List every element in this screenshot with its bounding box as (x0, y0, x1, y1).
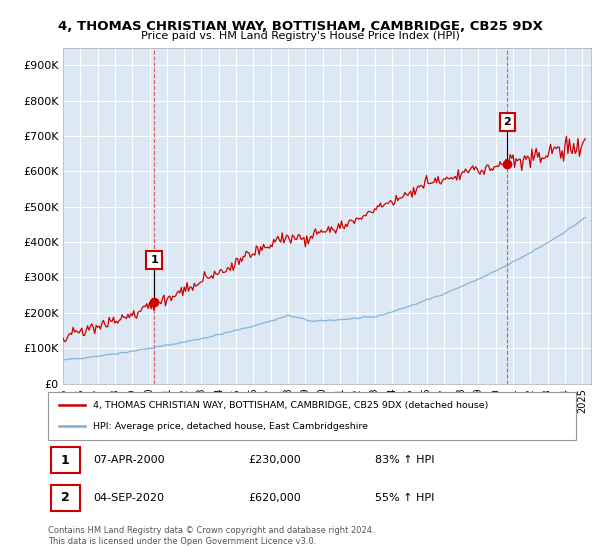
Text: 4, THOMAS CHRISTIAN WAY, BOTTISHAM, CAMBRIDGE, CB25 9DX: 4, THOMAS CHRISTIAN WAY, BOTTISHAM, CAMB… (58, 20, 542, 32)
Bar (50, 484, 80, 511)
Text: £230,000: £230,000 (248, 455, 301, 465)
Text: Contains HM Land Registry data © Crown copyright and database right 2024.
This d: Contains HM Land Registry data © Crown c… (48, 526, 374, 546)
Text: 2: 2 (503, 117, 511, 127)
Text: 04-SEP-2020: 04-SEP-2020 (93, 493, 164, 503)
Text: 83% ↑ HPI: 83% ↑ HPI (376, 455, 435, 465)
Text: 4, THOMAS CHRISTIAN WAY, BOTTISHAM, CAMBRIDGE, CB25 9DX (detached house): 4, THOMAS CHRISTIAN WAY, BOTTISHAM, CAMB… (93, 401, 488, 410)
Text: 2: 2 (61, 491, 70, 504)
Text: £620,000: £620,000 (248, 493, 301, 503)
Text: 1: 1 (61, 454, 70, 467)
Text: 55% ↑ HPI: 55% ↑ HPI (376, 493, 435, 503)
Text: 07-APR-2000: 07-APR-2000 (93, 455, 164, 465)
Text: HPI: Average price, detached house, East Cambridgeshire: HPI: Average price, detached house, East… (93, 422, 368, 431)
Bar (50, 447, 80, 473)
Text: 1: 1 (151, 255, 158, 265)
Text: Price paid vs. HM Land Registry's House Price Index (HPI): Price paid vs. HM Land Registry's House … (140, 31, 460, 41)
